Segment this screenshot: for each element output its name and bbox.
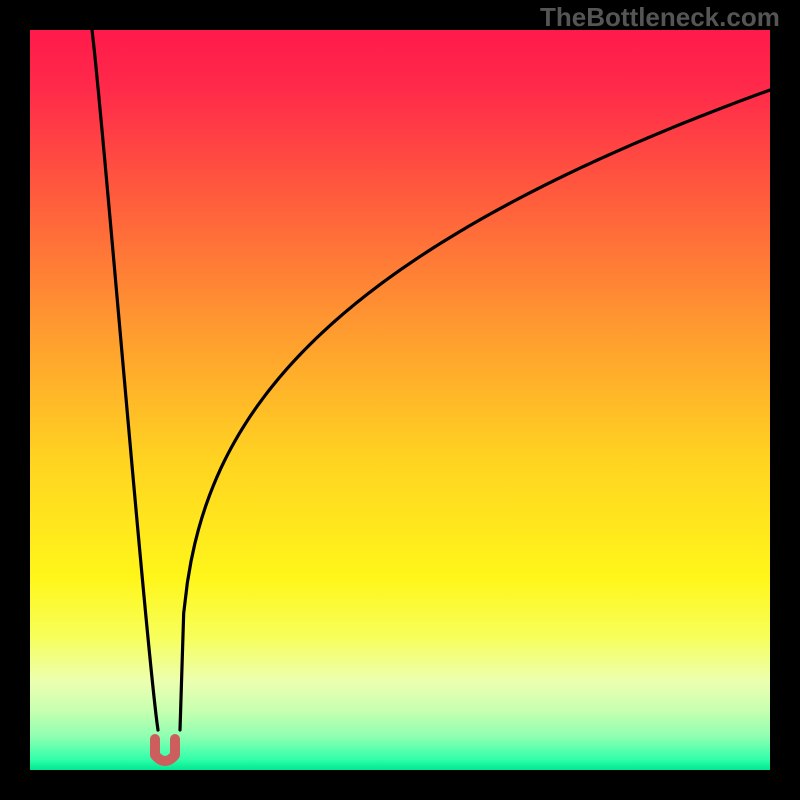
curve-left-branch: [92, 30, 158, 730]
watermark-text: TheBottleneck.com: [540, 2, 780, 33]
chart-frame: TheBottleneck.com: [0, 0, 800, 800]
null-point-marker: [155, 739, 175, 761]
plot-area: [30, 30, 770, 770]
bottleneck-curve: [30, 30, 770, 770]
curve-right-branch: [180, 90, 770, 730]
